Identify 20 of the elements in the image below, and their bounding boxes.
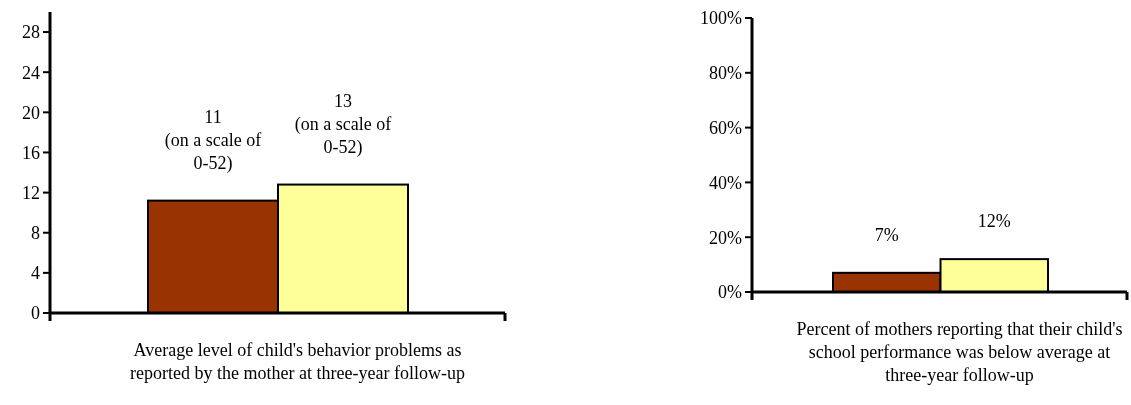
y-tick-label: 40% (709, 172, 742, 193)
y-tick-label: 28 (22, 22, 40, 43)
y-tick-label: 12 (22, 182, 40, 203)
y-tick-label: 24 (22, 62, 40, 83)
y-tick-label: 20 (22, 102, 40, 123)
y-tick-label: 100% (700, 8, 742, 29)
y-tick-label: 60% (709, 117, 742, 138)
y-tick-label: 0 (31, 303, 40, 324)
y-tick-label: 80% (709, 63, 742, 84)
y-tick-label: 16 (22, 142, 40, 163)
x-axis-title: Percent of mothers reporting that their child's school performance was below average at three-year follow-up (796, 319, 1123, 385)
y-tick-label: 20% (709, 227, 742, 248)
data-label: 11 (on a scale of 0-52) (164, 106, 262, 174)
y-tick-label: 8 (31, 223, 40, 244)
y-tick-label: 0% (718, 282, 742, 303)
data-label: 7% (874, 224, 899, 245)
data-label: 12% (977, 211, 1011, 232)
x-axis-title: Average level of child's behavior problems as reported by the mother at three-year follow-up (130, 340, 465, 383)
y-tick-label: 4 (31, 263, 40, 284)
data-label: 13 (on a scale of 0-52) (294, 90, 392, 158)
